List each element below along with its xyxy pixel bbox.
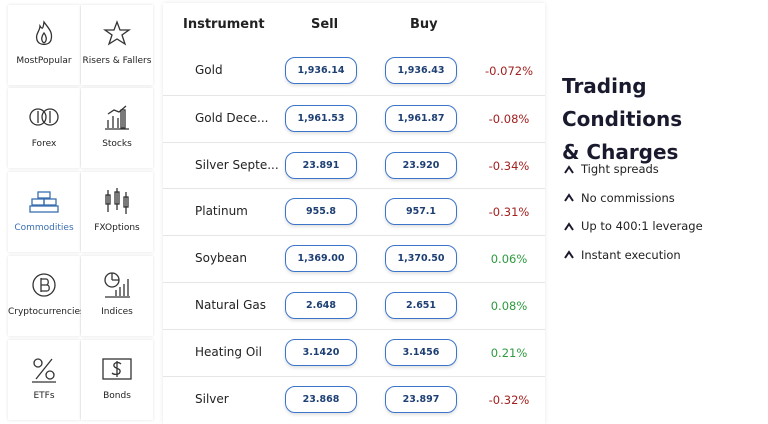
feature-item: Instant execution bbox=[564, 248, 681, 262]
sell-button[interactable]: 3.1420 bbox=[285, 338, 357, 366]
category-tile[interactable]: Risers & Fallers bbox=[81, 5, 153, 85]
category-label: ETFs bbox=[33, 391, 55, 401]
buy-button[interactable]: 23.920 bbox=[385, 151, 457, 179]
sell-button[interactable]: 2.648 bbox=[285, 292, 357, 319]
category-label: FXOptions bbox=[94, 223, 140, 233]
change-percent: -0.072% bbox=[485, 64, 533, 78]
category-icon bbox=[29, 108, 59, 126]
category-tile[interactable]: ETFs bbox=[8, 340, 80, 420]
category-label: Indices bbox=[101, 307, 133, 317]
sell-button[interactable]: 23.891 bbox=[285, 151, 357, 179]
category-tile[interactable]: Cryptocurrencies bbox=[8, 256, 85, 336]
change-percent: -0.31% bbox=[488, 205, 530, 220]
instrument-name: Natural Gas bbox=[195, 298, 266, 312]
table-row: Soybean 1,369.00 1,370.50 0.06% bbox=[163, 235, 545, 283]
instrument-name: Gold Dece... bbox=[195, 110, 269, 125]
table-row: Platinum 955.8 957.1 -0.31% bbox=[163, 188, 545, 236]
column-header: Instrument bbox=[183, 17, 265, 32]
sell-button[interactable]: 1,936.14 bbox=[285, 57, 357, 84]
table-row: Gold Dece... 1,961.53 1,961.87 -0.08% bbox=[163, 94, 545, 143]
buy-button[interactable]: 1,961.87 bbox=[385, 104, 457, 132]
category-label: MostPopular bbox=[16, 56, 72, 66]
feature-text: Tight spreads bbox=[581, 162, 659, 176]
instrument-name: Heating Oil bbox=[195, 344, 262, 359]
instrument-name: Silver Septe... bbox=[195, 157, 279, 172]
category-tile[interactable]: MostPopular bbox=[8, 5, 80, 85]
change-percent: -0.08% bbox=[488, 111, 530, 126]
title-line: & Charges bbox=[562, 140, 679, 164]
category-tile[interactable]: Forex bbox=[8, 88, 80, 168]
caret-icon bbox=[564, 193, 574, 202]
category-icon bbox=[105, 188, 129, 214]
buy-button[interactable]: 2.651 bbox=[385, 292, 457, 319]
category-label: Commodities bbox=[14, 223, 74, 233]
buy-button[interactable]: 1,936.43 bbox=[385, 57, 457, 84]
title-line: Trading Conditions bbox=[562, 74, 683, 131]
category-icon bbox=[35, 20, 53, 46]
table-row: Silver 23.868 23.897 -0.32% bbox=[163, 375, 545, 424]
change-percent: 0.21% bbox=[490, 345, 528, 360]
change-percent: 0.06% bbox=[490, 252, 528, 267]
category-tile[interactable]: Stocks bbox=[81, 88, 153, 168]
sell-button[interactable]: 23.868 bbox=[285, 385, 357, 413]
category-label: Risers & Fallers bbox=[82, 56, 152, 66]
sell-button[interactable]: 1,369.00 bbox=[285, 245, 357, 273]
category-label: Stocks bbox=[102, 139, 132, 149]
category-icon bbox=[105, 105, 129, 130]
buy-button[interactable]: 3.1456 bbox=[385, 338, 457, 366]
category-icon bbox=[104, 272, 130, 298]
caret-icon bbox=[564, 221, 574, 231]
instrument-name: Gold bbox=[195, 63, 223, 77]
panel-title: Trading Conditions & Charges bbox=[562, 70, 768, 169]
category-tile[interactable]: FXOptions bbox=[81, 172, 153, 252]
instrument-name: Soybean bbox=[195, 251, 248, 266]
column-header: Buy bbox=[410, 17, 438, 32]
category-tile[interactable]: Indices bbox=[81, 256, 153, 336]
category-icon bbox=[102, 358, 132, 380]
change-percent: 0.08% bbox=[490, 299, 528, 313]
category-icon bbox=[32, 358, 56, 383]
sell-button[interactable]: 1,961.53 bbox=[285, 104, 357, 132]
category-icon bbox=[32, 273, 56, 297]
table-row: Gold 1,936.14 1,936.43 -0.072% bbox=[163, 48, 545, 95]
change-percent: -0.32% bbox=[488, 392, 530, 407]
caret-icon bbox=[564, 164, 574, 174]
buy-button[interactable]: 957.1 bbox=[385, 198, 457, 226]
feature-item: No commissions bbox=[564, 191, 675, 205]
category-label: Forex bbox=[31, 139, 57, 149]
column-header: Sell bbox=[311, 17, 339, 32]
feature-text: Instant execution bbox=[581, 247, 681, 262]
buy-button[interactable]: 1,370.50 bbox=[385, 245, 457, 273]
instrument-name: Silver bbox=[195, 391, 229, 406]
caret-icon bbox=[564, 250, 574, 259]
feature-text: No commissions bbox=[581, 190, 675, 205]
buy-button[interactable]: 23.897 bbox=[385, 385, 457, 413]
feature-text: Up to 400:1 leverage bbox=[581, 219, 703, 233]
table-row: Natural Gas 2.648 2.651 0.08% bbox=[163, 282, 545, 330]
table-row: Heating Oil 3.1420 3.1456 0.21% bbox=[163, 328, 545, 377]
sell-button[interactable]: 955.8 bbox=[285, 198, 357, 226]
category-tile[interactable]: Bonds bbox=[81, 340, 153, 420]
instrument-name: Platinum bbox=[195, 204, 248, 219]
table-row: Silver Septe... 23.891 23.920 -0.34% bbox=[163, 141, 545, 190]
category-icon bbox=[29, 191, 59, 213]
category-icon bbox=[102, 20, 132, 46]
change-percent: -0.34% bbox=[488, 158, 530, 173]
feature-item: Up to 400:1 leverage bbox=[564, 219, 703, 233]
category-label: Cryptocurrencies bbox=[8, 307, 85, 317]
feature-item: Tight spreads bbox=[564, 162, 659, 176]
category-tile[interactable]: Commodities bbox=[8, 172, 80, 252]
category-label: Bonds bbox=[103, 391, 131, 401]
price-table: Instrument Sell Buy Gold 1,936.14 1,936.43… bbox=[163, 3, 545, 424]
